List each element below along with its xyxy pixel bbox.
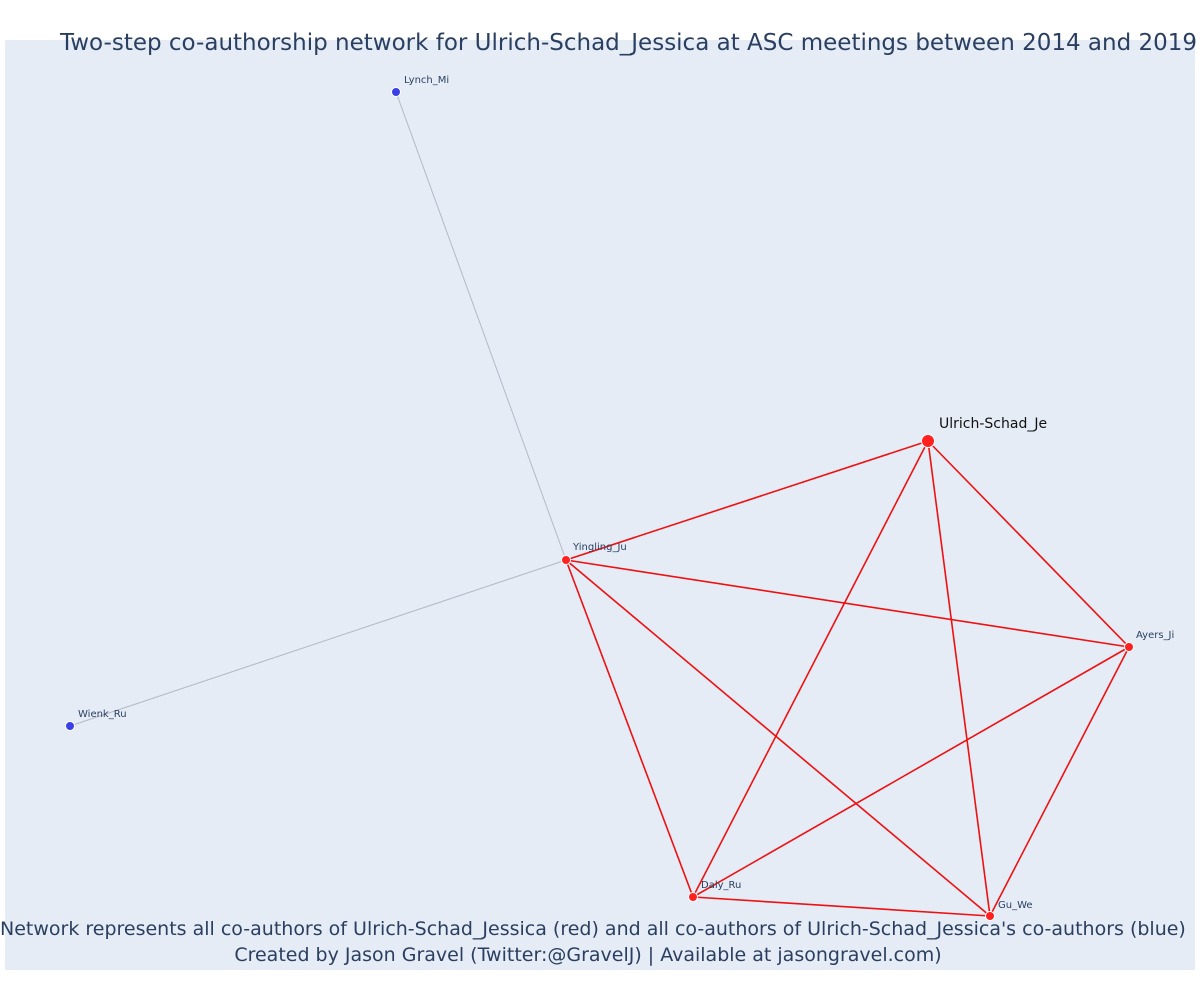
edge-ulrich-yingling [565,440,929,561]
node-gu[interactable] [985,911,995,921]
node-label-daly: Daly_Ru [701,880,741,891]
node-label-gu: Gu_We [998,900,1033,911]
node-lynch[interactable] [391,87,401,97]
nodes-layer [65,87,1134,921]
edge-ayers-gu [989,646,1130,917]
edge-ulrich-ayers [927,440,1130,648]
edge-ulrich-gu [927,440,991,917]
node-label-lynch: Lynch_Mi [404,75,449,86]
edge-yingling-lynch [395,91,567,561]
node-yingling[interactable] [561,555,571,565]
edge-yingling-daly [565,559,694,898]
edge-yingling-ayers [565,559,1130,648]
edge-daly-gu [692,896,991,917]
edge-ayers-daly [692,646,1130,898]
edge-yingling-gu [565,559,991,917]
caption-line-2: Created by Jason Gravel (Twitter:@Gravel… [234,944,942,966]
chart-title: Two-step co-authorship network for Ulric… [60,30,1198,56]
node-label-wienk: Wienk_Ru [78,709,127,720]
node-label-ulrich: Ulrich-Schad_Je [939,416,1047,432]
caption-line-1: Network represents all co-authors of Ulr… [0,918,1186,940]
node-ayers[interactable] [1124,642,1134,652]
node-ulrich[interactable] [921,434,935,448]
labels-layer: Ulrich-Schad_Je Yingling_Ju Ayers_Ji Daly_R… [78,75,1174,911]
plot-area [5,40,1195,970]
node-label-ayers: Ayers_Ji [1136,630,1174,641]
node-wienk[interactable] [65,721,75,731]
node-daly[interactable] [688,892,698,902]
edge-yingling-wienk [69,559,567,727]
edges-layer [69,91,1130,917]
node-label-yingling: Yingling_Ju [572,542,627,553]
edge-ulrich-daly [692,440,929,898]
